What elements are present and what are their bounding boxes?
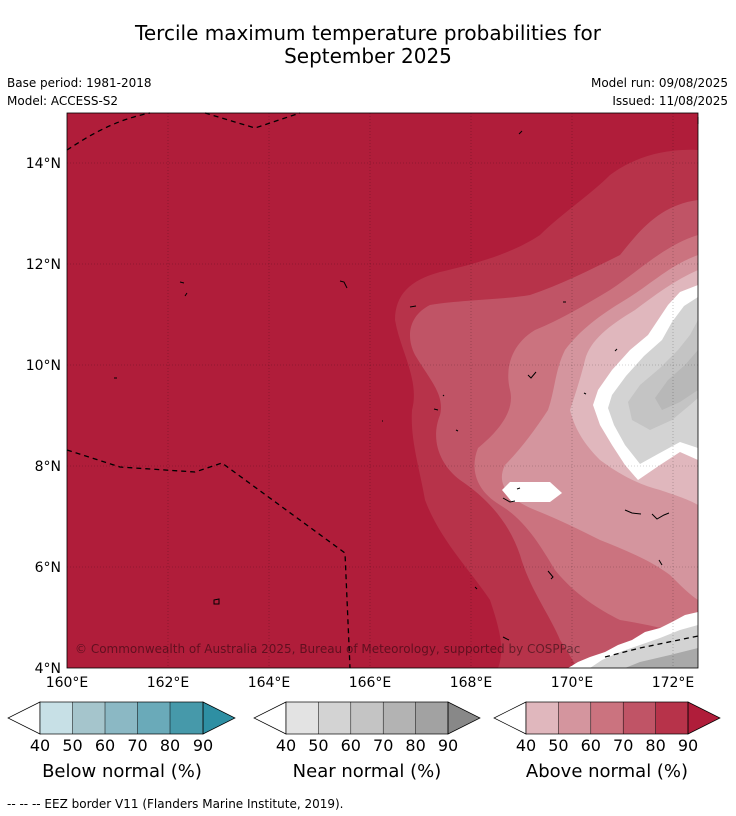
colorbar-above-min-arrow xyxy=(493,701,527,735)
tick: 40 xyxy=(275,736,297,755)
model-run: Model run: 09/08/2025 xyxy=(590,76,728,90)
tick: 50 xyxy=(548,736,569,755)
latitude-labels: 14°N 12°N 10°N 8°N 6°N 4°N xyxy=(26,156,61,677)
tick: 70 xyxy=(127,736,148,755)
lat-label-10n: 10°N xyxy=(26,358,61,374)
colorbar-near-min-arrow xyxy=(253,701,287,735)
colorbar-below-label: Below normal (%) xyxy=(42,761,202,782)
issued-date: Issued: 11/08/2025 xyxy=(612,94,728,108)
tick: 80 xyxy=(405,736,426,755)
islands xyxy=(114,117,699,641)
tick: 50 xyxy=(62,736,83,755)
colorbar-below-70 xyxy=(137,702,170,734)
lat-label-6n: 6°N xyxy=(35,560,61,576)
eez-borders xyxy=(66,112,699,669)
lon-label-160e: 160°E xyxy=(46,675,89,691)
map-panel: © Commonwealth of Australia 2025, Bureau… xyxy=(66,112,699,669)
colorbar-above-max-arrow xyxy=(687,701,721,735)
colorbar-above-50 xyxy=(558,702,591,734)
map-frame xyxy=(66,112,699,669)
lon-label-170e: 170°E xyxy=(551,675,594,691)
colorbar-below-50 xyxy=(72,702,105,734)
lon-label-168e: 168°E xyxy=(450,675,493,691)
colorbar-near-80 xyxy=(415,702,448,734)
colorbar-near-max-arrow xyxy=(447,701,481,735)
colorbar-above-label: Above normal (%) xyxy=(525,761,689,782)
colorbar-near-40 xyxy=(286,702,319,734)
colorbar-above-60 xyxy=(590,702,624,734)
tick: 70 xyxy=(613,736,634,755)
map-title: Tercile maximum temperature probabilitie… xyxy=(0,22,736,68)
lon-label-166e: 166°E xyxy=(349,675,392,691)
tick: 60 xyxy=(340,736,361,755)
colorbar-near-50 xyxy=(318,702,351,734)
tick: 80 xyxy=(645,736,666,755)
longitude-labels: 160°E 162°E 164°E 166°E 168°E 170°E 172°… xyxy=(46,675,695,691)
colorbar-above-70 xyxy=(623,702,656,734)
base-period: Base period: 1981-2018 xyxy=(7,76,152,90)
meta-right: Model run: 09/08/2025 Issued: 11/08/2025 xyxy=(591,74,728,110)
tick: 40 xyxy=(29,736,51,755)
near-normal-50 xyxy=(628,320,698,430)
tick: 40 xyxy=(515,736,537,755)
tick: 60 xyxy=(580,736,601,755)
lon-label-164e: 164°E xyxy=(248,675,291,691)
title-line-2: September 2025 xyxy=(284,44,452,68)
near-normal-corner-60 xyxy=(625,648,698,668)
tick: 50 xyxy=(308,736,329,755)
colorbar-near-60 xyxy=(350,702,384,734)
colorbar-near xyxy=(253,701,481,735)
lon-label-172e: 172°E xyxy=(652,675,695,691)
gridlines xyxy=(67,113,698,668)
colorbar-below-min-arrow xyxy=(7,701,41,735)
model-name: Model: ACCESS-S2 xyxy=(7,94,119,108)
lat-label-14n: 14°N xyxy=(26,156,61,172)
tick: 90 xyxy=(192,736,214,755)
tick: 70 xyxy=(373,736,394,755)
colorbar-above-40 xyxy=(526,702,559,734)
meta-left: Base period: 1981-2018 Model: ACCESS-S2 xyxy=(7,74,152,110)
near-normal-60 xyxy=(655,350,698,410)
title-line-1: Tercile maximum temperature probabilitie… xyxy=(135,21,601,45)
tick: 90 xyxy=(677,736,699,755)
colorbar-near-70 xyxy=(383,702,416,734)
colorbar-below-80 xyxy=(170,702,203,734)
lat-label-12n: 12°N xyxy=(26,257,61,273)
lon-label-162e: 162°E xyxy=(147,675,190,691)
colorbar-below xyxy=(7,701,236,735)
tick: 90 xyxy=(437,736,459,755)
colorbar-below-60 xyxy=(105,702,138,734)
colorbar-above-80 xyxy=(655,702,688,734)
tick: 80 xyxy=(159,736,181,755)
colorbar-below-max-arrow xyxy=(202,701,236,735)
copyright-notice: © Commonwealth of Australia 2025, Bureau… xyxy=(75,642,580,656)
near-normal-small-area xyxy=(502,482,562,502)
colorbar-above xyxy=(493,701,721,735)
lat-label-4n: 4°N xyxy=(35,661,61,677)
colorbar-near-label: Near normal (%) xyxy=(292,761,442,782)
eez-footnote: -- -- -- EEZ border V11 (Flanders Marine… xyxy=(7,797,344,811)
colorbar-below-40 xyxy=(40,702,73,734)
lat-label-8n: 8°N xyxy=(35,459,61,475)
tick: 60 xyxy=(94,736,116,755)
